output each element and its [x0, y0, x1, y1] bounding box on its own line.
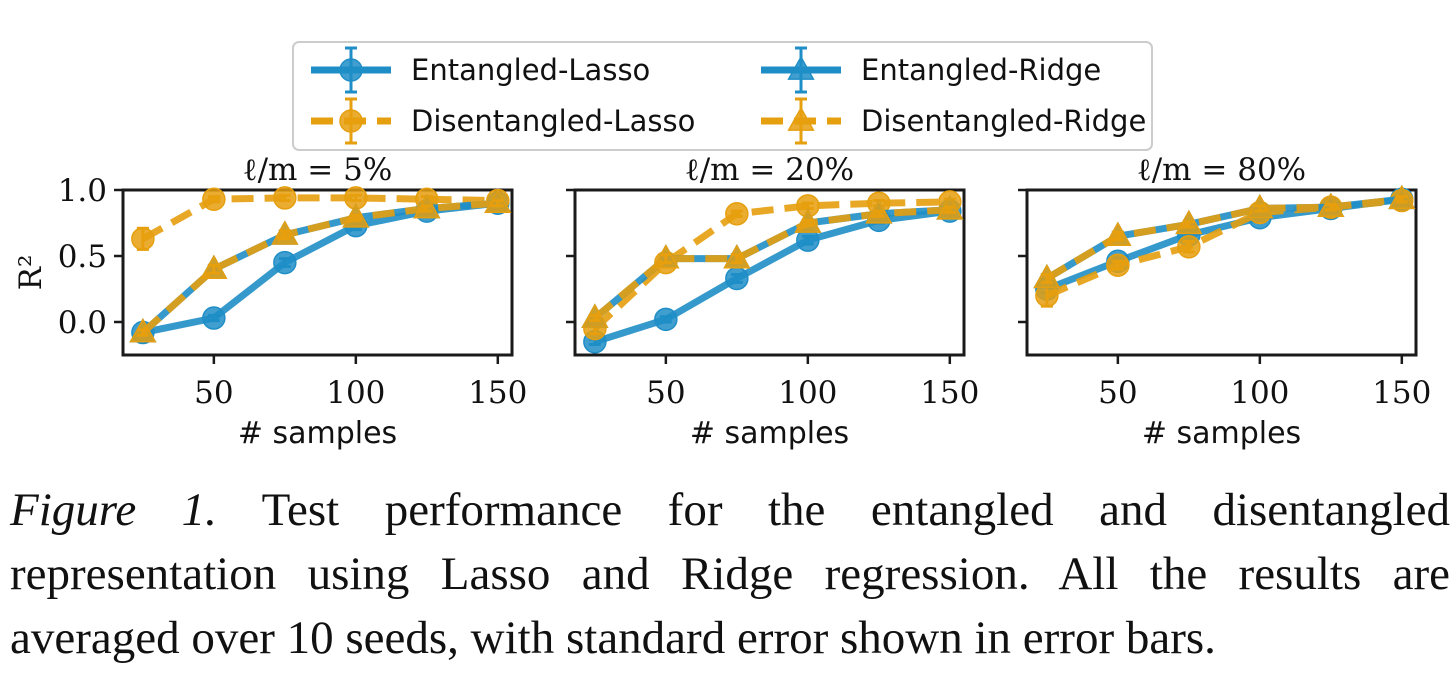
data-point-disentangled-ridge	[865, 199, 893, 224]
axes-frame	[121, 188, 514, 357]
figure-canvas: Entangled-Lasso Entangled-Ridge Disentangl…	[13, 41, 1431, 451]
x-axis-label: # samples	[1142, 416, 1301, 451]
data-point-disentangled-ridge	[1175, 209, 1203, 235]
legend-item-disentangled-ridge: Disentangled-Ridge	[761, 97, 1146, 145]
series-line-entangled-lasso	[142, 199, 499, 336]
series-line-entangled-lasso	[593, 207, 951, 346]
y-axis-label: R²	[13, 255, 49, 291]
axes-frame	[573, 188, 966, 357]
data-point-disentangled-lasso	[725, 202, 749, 226]
chart-panel-3: 50 100 150 # samples ℓ/m = 80%	[1018, 152, 1431, 451]
legend-marker	[339, 109, 363, 133]
data-point-disentangled-ridge	[794, 208, 822, 233]
series-line-disentangled-lasso	[141, 194, 498, 242]
data-point-entangled-lasso	[202, 306, 226, 330]
legend-marker	[787, 55, 815, 80]
legend-label: Entangled-Ridge	[861, 53, 1101, 87]
legend-marker	[787, 106, 815, 131]
legend: Entangled-Lasso Entangled-Ridge Disentangl…	[292, 41, 1153, 151]
x-tick-label: 100	[778, 375, 837, 411]
legend-label: Disentangled-Lasso	[411, 104, 695, 138]
x-tick-label: 50	[646, 375, 685, 411]
panel-title: ℓ/m = 80%	[1137, 152, 1306, 188]
legend-item-disentangled-lasso: Disentangled-Lasso	[311, 97, 695, 145]
data-point-disentangled-ridge	[581, 303, 609, 328]
x-tick-label: 50	[1098, 375, 1137, 411]
y-tick-label: 1.0	[58, 173, 107, 209]
data-point-disentangled-ridge	[129, 318, 157, 343]
y-tick-label: 0.0	[58, 305, 107, 341]
data-point-disentangled-ridge	[1033, 263, 1061, 289]
data-point-disentangled-ridge	[936, 195, 964, 220]
legend-frame	[292, 41, 1153, 151]
legend-marker	[339, 58, 363, 82]
data-point-disentangled-lasso	[273, 186, 297, 210]
x-tick-label: 150	[920, 375, 979, 411]
series-line-disentangled-ridge	[140, 199, 499, 336]
data-point-disentangled-lasso	[1106, 253, 1130, 277]
data-point-entangled-lasso	[273, 250, 297, 275]
chart-panel-1: 0.0 0.5 1.0 50 100 150 # samples R² ℓ/m = 5%	[13, 152, 527, 451]
data-point-disentangled-ridge	[484, 188, 512, 214]
series-line-entangled-ridge	[592, 206, 950, 321]
data-point-disentangled-ridge	[1388, 184, 1416, 210]
data-point-disentangled-ridge	[271, 220, 299, 245]
data-point-disentangled-lasso	[202, 187, 226, 211]
panel-title: ℓ/m = 20%	[685, 152, 854, 188]
legend-label: Disentangled-Ridge	[861, 104, 1146, 138]
data-point-disentangled-lasso	[131, 227, 155, 251]
legend-item-entangled-ridge: Entangled-Ridge	[761, 46, 1101, 94]
caption-text: Test performance for the entangled and d…	[10, 484, 1451, 664]
x-axis-label: # samples	[690, 416, 849, 451]
data-point-disentangled-ridge	[1317, 192, 1345, 218]
x-tick-label: 100	[326, 375, 385, 411]
data-point-disentangled-ridge	[200, 254, 228, 280]
x-tick-label: 150	[468, 375, 527, 411]
x-tick-label: 50	[194, 375, 233, 411]
data-point-disentangled-ridge	[723, 244, 751, 269]
series-disentangled-ridge	[129, 188, 512, 343]
data-point-disentangled-ridge	[1246, 193, 1274, 219]
panel-title: ℓ/m = 5%	[243, 152, 393, 188]
series-line-entangled-ridge	[140, 199, 499, 336]
x-axis-label: # samples	[238, 416, 397, 451]
series-disentangled-ridge	[581, 195, 964, 328]
series-disentangled-ridge	[1033, 184, 1416, 289]
data-point-disentangled-ridge	[652, 244, 680, 269]
data-point-disentangled-ridge	[413, 193, 441, 219]
data-point-disentangled-lasso	[1177, 235, 1201, 259]
data-point-entangled-lasso	[725, 266, 749, 291]
chart-panel-2: 50 100 150 # samples ℓ/m = 20%	[566, 152, 979, 451]
legend-label: Entangled-Lasso	[411, 53, 650, 87]
data-point-disentangled-ridge	[342, 203, 370, 228]
data-point-entangled-lasso	[654, 307, 678, 332]
y-tick-label: 0.5	[58, 239, 107, 275]
figure-caption: Figure 1. Test performance for the entan…	[10, 478, 1450, 670]
caption-label: Figure 1.	[10, 484, 217, 536]
axes-frame	[1025, 188, 1418, 357]
series-line-disentangled-lasso	[592, 198, 950, 332]
x-tick-label: 100	[1230, 375, 1289, 411]
data-point-disentangled-ridge	[1104, 221, 1132, 247]
series-line-disentangled-ridge	[592, 206, 950, 321]
x-tick-label: 150	[1372, 375, 1431, 411]
legend-item-entangled-lasso: Entangled-Lasso	[311, 46, 650, 94]
